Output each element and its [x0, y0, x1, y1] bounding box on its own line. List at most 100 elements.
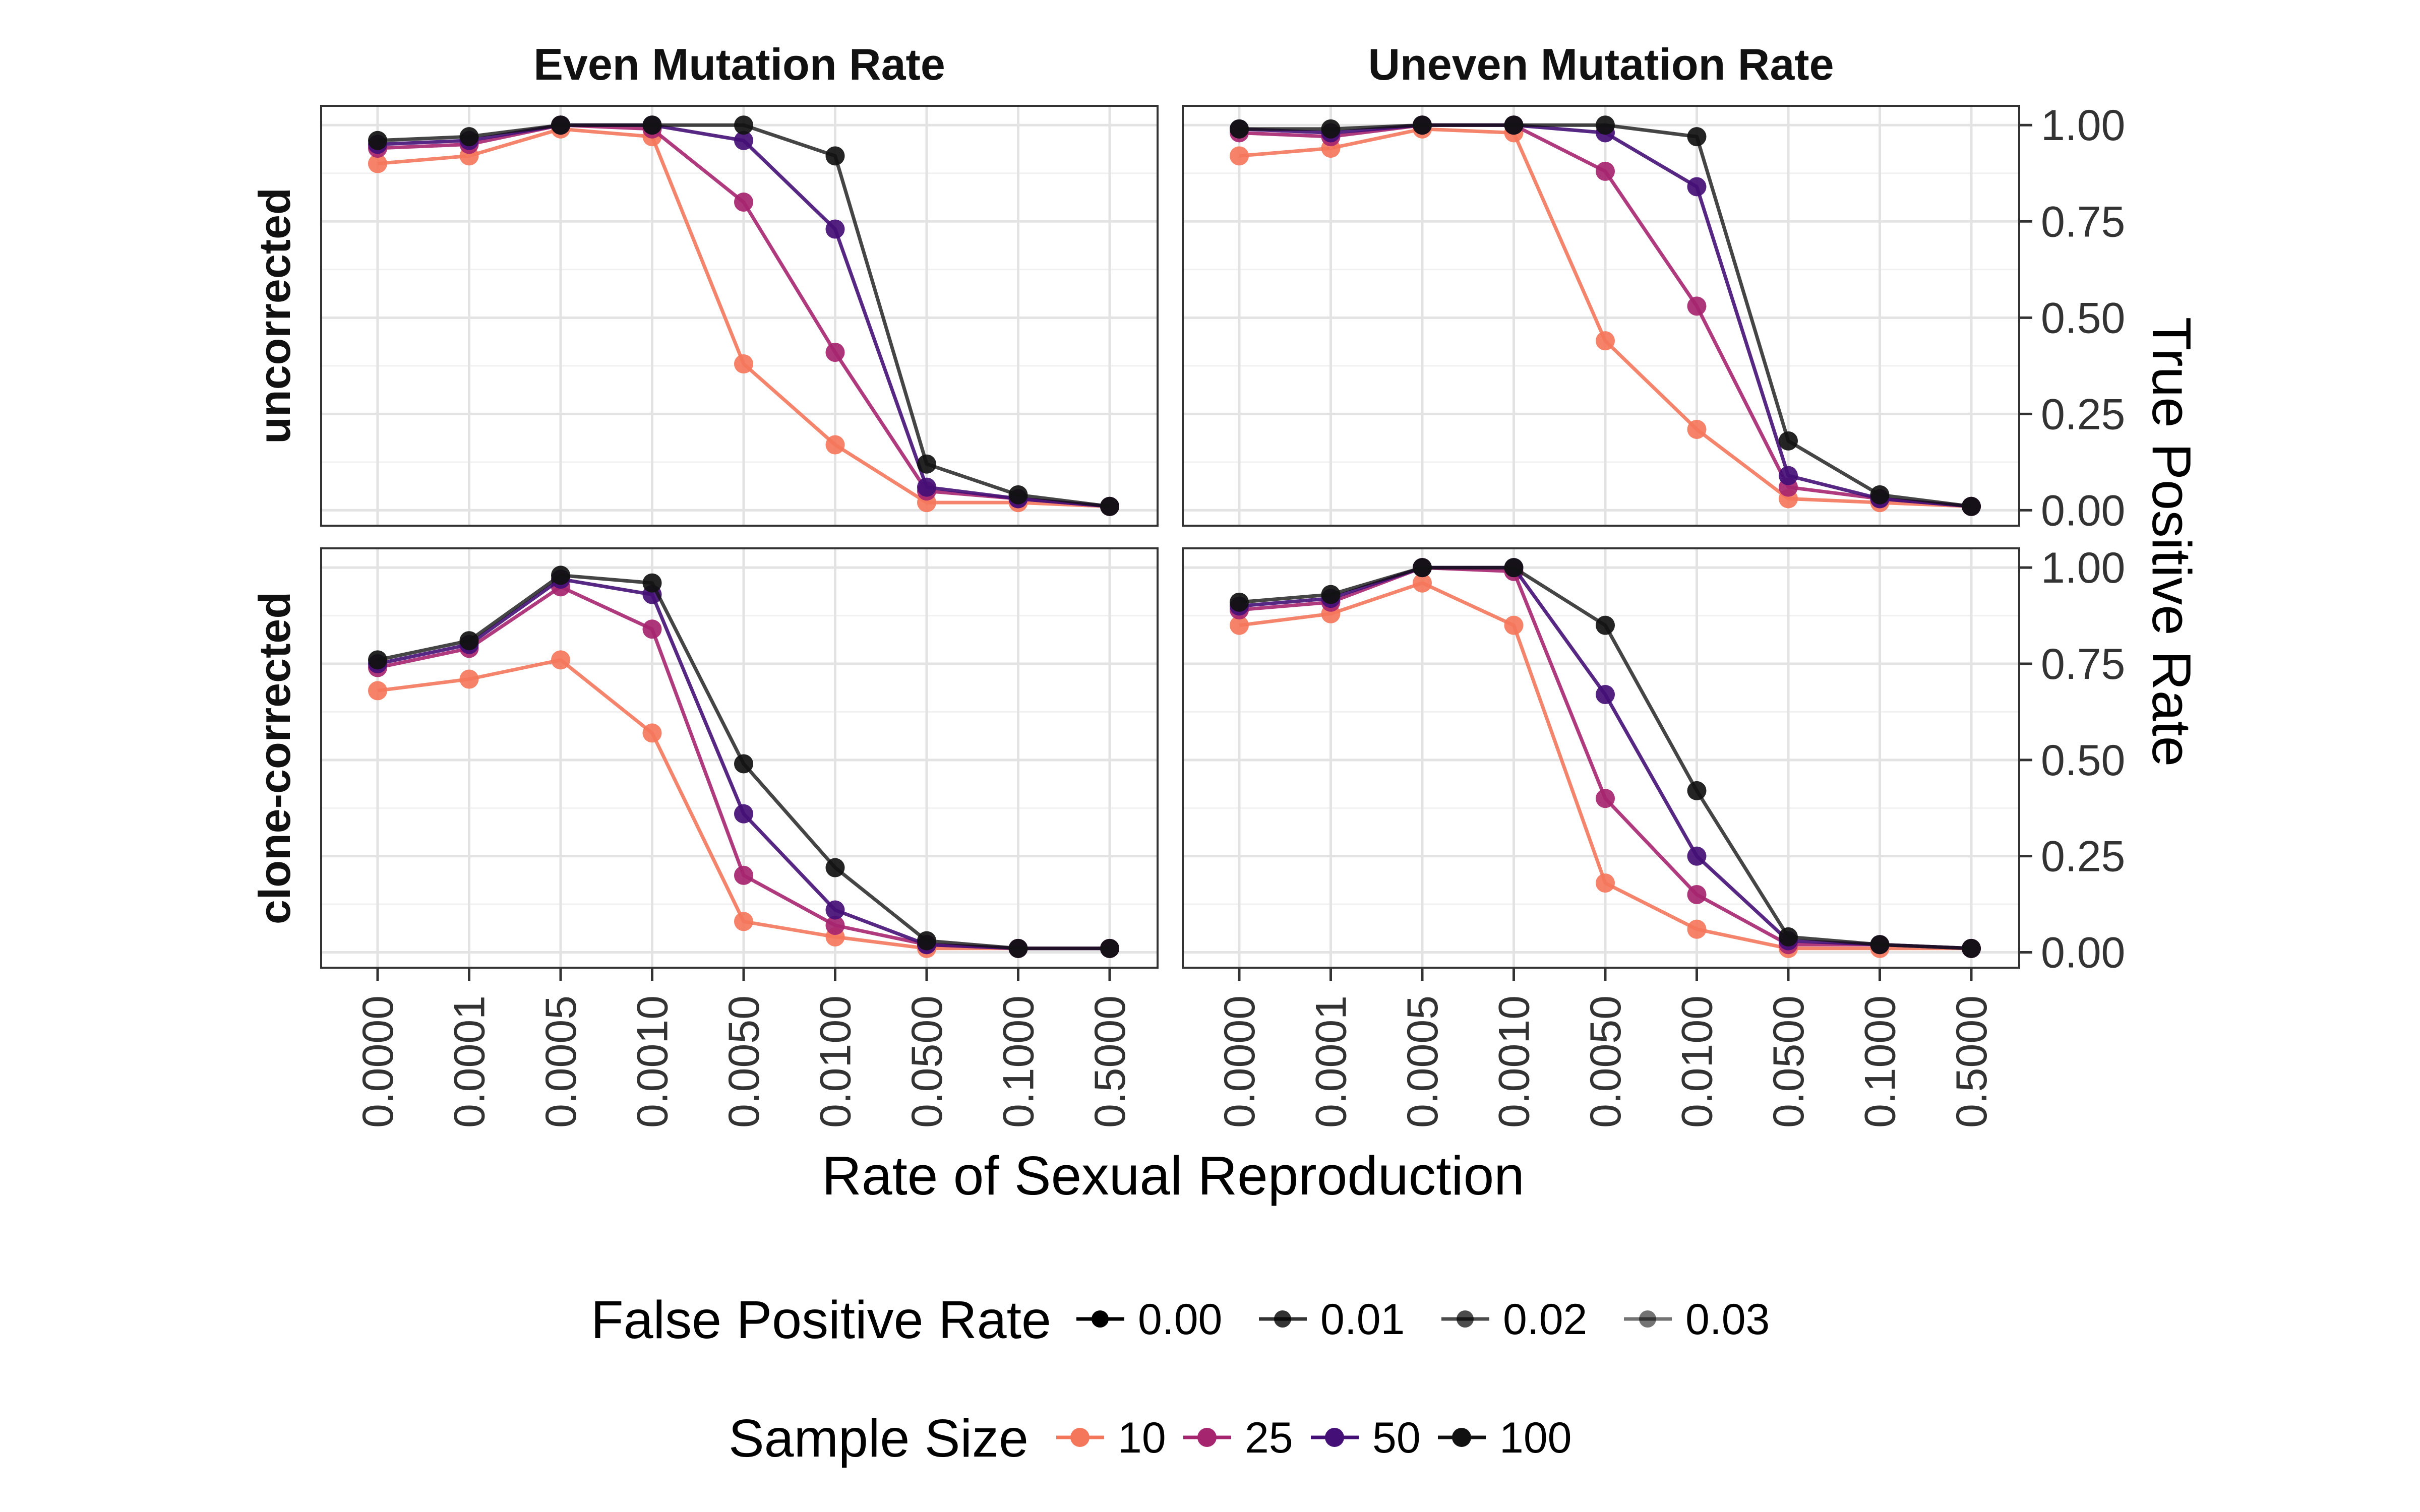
x-tick-label: 0.0500: [903, 995, 951, 1128]
y-tick-label: 0.75: [2041, 198, 2125, 246]
y-axis-layer: 0.00 0.25 0.50 0.75 1.00 0.00 0.25 0.50 0.75 1.00: [2019, 101, 2125, 977]
data-point: [459, 631, 479, 651]
x-tick-label: 0.0001: [446, 995, 494, 1128]
x-tick-label: 0.0001: [1307, 995, 1356, 1128]
panel-uneven-mutation-rate-uncorrected: [1182, 105, 2020, 527]
data-point: [1596, 685, 1615, 705]
panel-border: [1182, 547, 2020, 969]
panel-even-mutation-rate-clone-corrected: [320, 547, 1159, 969]
data-point: [1504, 558, 1524, 578]
y-tick-label: 0.25: [2041, 833, 2125, 881]
data-point: [825, 916, 845, 935]
data-point: [1779, 431, 1798, 451]
data-point: [734, 354, 753, 374]
data-point: [825, 219, 845, 239]
data-point: [1504, 115, 1524, 135]
data-point: [734, 115, 753, 135]
data-point: [1230, 615, 1249, 635]
data-point: [1413, 115, 1432, 135]
y-axis-title: True Positive Rate: [2141, 317, 2202, 767]
data-point: [825, 146, 845, 166]
panel-border: [320, 105, 1159, 527]
data-point: [734, 865, 753, 885]
legend-key-point: [1452, 1428, 1471, 1447]
y-tick-label: 0.25: [2041, 390, 2125, 438]
x-tick-label: 0.0010: [1490, 995, 1539, 1128]
series-100: [368, 115, 1119, 516]
series-100: [368, 565, 1119, 958]
data-point: [1596, 615, 1615, 635]
data-point: [1230, 146, 1249, 166]
data-point: [368, 154, 387, 173]
x-tick-label: 0.0100: [812, 995, 860, 1128]
data-point: [1100, 496, 1119, 516]
legend-entry-label: 0.00: [1138, 1295, 1222, 1344]
strips-layer: Even Mutation Rate Uneven Mutation Rate un…: [250, 39, 1834, 924]
x-tick-label: 0.0100: [1673, 995, 1722, 1128]
data-point: [1687, 419, 1707, 439]
data-point: [1687, 177, 1707, 197]
data-point: [1870, 935, 1890, 955]
data-point: [917, 454, 936, 474]
data-point: [551, 565, 570, 585]
data-point: [1100, 938, 1119, 958]
data-point: [459, 127, 479, 147]
legend-entry-100: 100: [1438, 1414, 1572, 1462]
x-tick-label: 0.5000: [1948, 995, 1996, 1128]
x-axis-title: Rate of Sexual Reproduction: [822, 1145, 1525, 1207]
x-axis-layer: 0.0000 0.0001 0.0005 0.0010 0.0050 0.0100 0.05…: [354, 968, 1996, 1128]
data-point: [1008, 938, 1028, 958]
legend-entry-0-02: 0.02: [1441, 1295, 1587, 1344]
data-point: [917, 477, 936, 497]
legend-entry-50: 50: [1311, 1414, 1421, 1462]
x-tick-label: 0.0500: [1765, 995, 1813, 1128]
y-tick-label: 0.00: [2041, 928, 2125, 977]
legend-entry-label: 50: [1372, 1414, 1421, 1462]
x-tick-label: 0.0005: [1399, 995, 1447, 1128]
data-point: [1687, 127, 1707, 147]
data-point: [1687, 885, 1707, 904]
data-point: [825, 343, 845, 362]
legend-key-point: [1070, 1428, 1090, 1447]
legend-false-positive: False Positive Rate 0.00 0.01 0.02 0.03: [591, 1290, 1770, 1350]
legend-key-point: [1325, 1428, 1344, 1447]
data-point: [734, 912, 753, 931]
data-point: [1870, 485, 1890, 505]
row-strip-clone-corrected: clone-corrected: [250, 592, 299, 924]
y-tick-label: 1.00: [2041, 544, 2125, 592]
legend-key-point: [1274, 1310, 1291, 1328]
data-point: [825, 858, 845, 877]
data-point: [459, 669, 479, 689]
panels-layer: [320, 105, 2020, 969]
legend-entry-0-03: 0.03: [1624, 1295, 1770, 1344]
x-tick-label: 0.5000: [1086, 995, 1134, 1128]
x-tick-label: 0.0050: [1582, 995, 1630, 1128]
data-point: [642, 723, 662, 743]
data-point: [368, 650, 387, 670]
data-point: [368, 681, 387, 701]
data-point: [1596, 161, 1615, 181]
data-point: [734, 754, 753, 774]
data-point: [551, 650, 570, 670]
legend-entry-10: 10: [1056, 1414, 1166, 1462]
y-tick-label: 0.50: [2041, 294, 2125, 342]
legend-key-point: [1092, 1310, 1109, 1328]
legend-entry-label: 0.03: [1685, 1295, 1770, 1344]
data-point: [1687, 296, 1707, 316]
data-point: [917, 931, 936, 951]
data-point: [1504, 615, 1524, 635]
data-point: [642, 573, 662, 593]
legend-entry-0-00: 0.00: [1076, 1295, 1222, 1344]
data-point: [825, 900, 845, 920]
legend-key-point: [1197, 1428, 1217, 1447]
data-point: [551, 115, 570, 135]
data-point: [1596, 331, 1615, 351]
panel-uneven-mutation-rate-clone-corrected: [1182, 547, 2020, 969]
series-100: [1230, 115, 1981, 516]
data-point: [368, 131, 387, 150]
legend-entry-label: 100: [1499, 1414, 1572, 1462]
data-point: [1596, 873, 1615, 893]
data-point: [1687, 781, 1707, 800]
legend-sample-size: Sample Size 10 25 50 100: [729, 1409, 1572, 1468]
